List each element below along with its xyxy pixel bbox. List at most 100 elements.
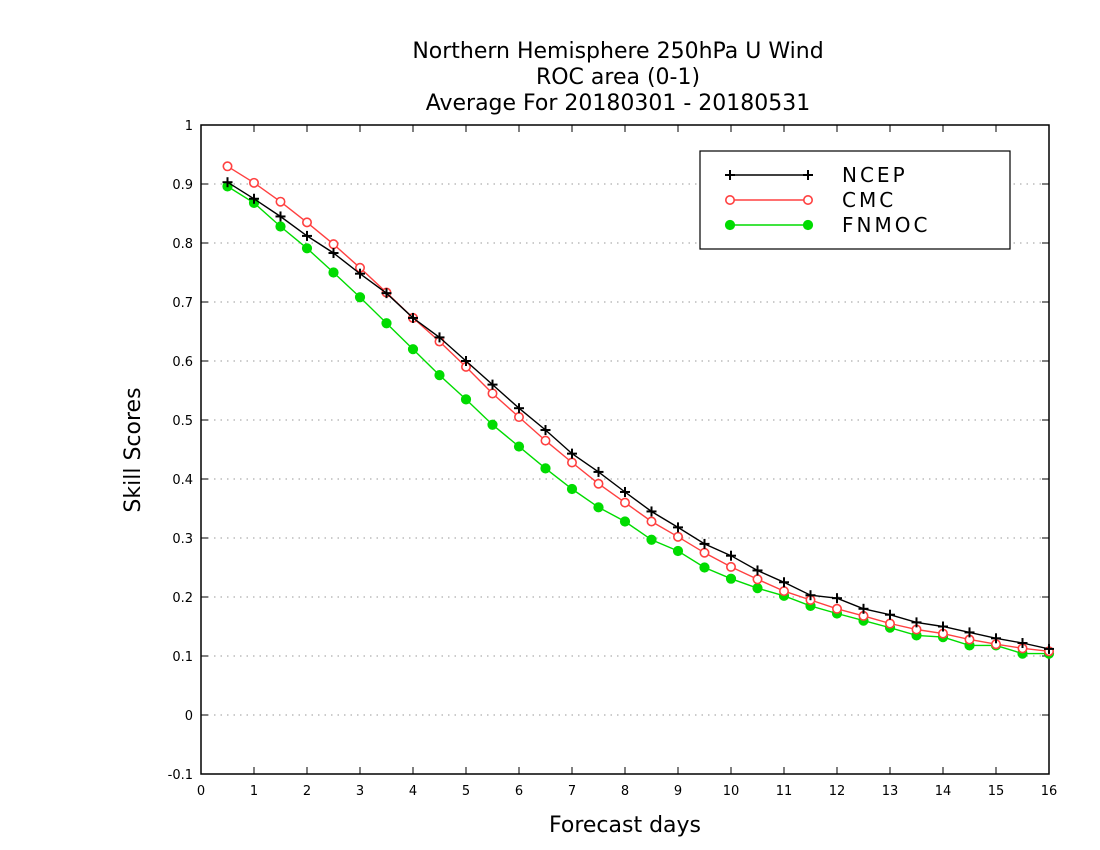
data-point-cmc (672, 531, 683, 542)
x-tick-label: 3 (356, 784, 364, 799)
data-point-ncep (434, 332, 445, 343)
data-point-fnmoc (407, 344, 419, 355)
data-point-ncep (673, 522, 683, 533)
data-point-cmc (301, 217, 312, 228)
data-point-fnmoc (460, 394, 472, 405)
x-tick-label: 13 (882, 784, 899, 799)
y-axis-tick-labels: -0.1 0 0.1 0.2 0.3 0.4 0.5 0.6 0.7 0.8 0.9 1 (168, 119, 193, 783)
legend-label-cmc: CMC (842, 188, 896, 212)
y-tick-label: 0.1 (172, 650, 193, 665)
data-point-fnmoc (434, 370, 445, 381)
series-line-ncep (227, 181, 1050, 650)
data-point-ncep (222, 177, 233, 188)
data-point-fnmoc (301, 243, 313, 254)
data-point-cmc (328, 239, 339, 250)
data-point-ncep (461, 356, 471, 366)
data-point-cmc (831, 603, 842, 614)
data-point-ncep (885, 609, 895, 620)
data-point-ncep (1044, 643, 1054, 654)
data-point-ncep (514, 403, 524, 414)
legend-item-cmc: CMC (724, 188, 896, 212)
data-point-fnmoc (725, 573, 737, 584)
data-point-ncep (249, 193, 259, 204)
y-tick-label: 0 (185, 709, 193, 724)
x-tick-label: 4 (409, 784, 417, 799)
data-point-cmc (540, 435, 551, 446)
x-tick-label: 9 (674, 784, 682, 799)
data-point-ncep (726, 550, 736, 561)
x-tick-label: 12 (829, 784, 846, 799)
x-tick-label: 6 (515, 784, 523, 799)
data-point-fnmoc (513, 441, 525, 452)
y-tick-label: 0.9 (172, 178, 193, 193)
data-point-fnmoc (699, 562, 710, 573)
data-point-ncep (381, 288, 392, 299)
data-point-fnmoc (328, 267, 339, 278)
data-point-ncep (779, 577, 789, 588)
data-point-fnmoc (381, 318, 392, 329)
data-point-cmc (593, 478, 604, 489)
series-layer (222, 161, 1055, 659)
x-tick-label: 15 (988, 784, 1005, 799)
data-point-ncep (752, 565, 763, 576)
data-point-cmc (699, 547, 710, 558)
x-tick-label: 10 (723, 784, 740, 799)
data-point-ncep (699, 538, 710, 549)
data-point-ncep (646, 506, 657, 517)
data-point-cmc (646, 516, 657, 527)
x-tick-label: 1 (250, 784, 258, 799)
axis-ticks (200, 124, 1050, 775)
y-tick-label: 0.8 (172, 237, 193, 252)
data-point-fnmoc (672, 545, 684, 557)
data-point-ncep (487, 379, 498, 390)
y-tick-label: 0.5 (172, 414, 193, 429)
legend-item-fnmoc: FNMOC (724, 213, 927, 237)
legend-marker-ncep (725, 170, 735, 180)
x-tick-label: 7 (568, 784, 576, 799)
data-point-cmc (884, 618, 895, 629)
data-point-ncep (938, 621, 948, 632)
data-point-ncep (991, 633, 1001, 644)
data-point-cmc (275, 196, 286, 207)
legend-marker-fnmoc (802, 219, 814, 231)
data-point-ncep (964, 627, 975, 638)
chart-title: Northern Hemisphere 250hPa U Wind ROC ar… (412, 39, 823, 116)
data-point-fnmoc (619, 516, 631, 527)
x-tick-label: 8 (621, 784, 629, 799)
x-axis-tick-labels: 0 1 2 3 4 5 6 7 8 9 10 11 12 13 14 15 16 (197, 784, 1057, 799)
data-point-ncep (567, 448, 577, 459)
data-point-fnmoc (275, 221, 286, 232)
y-tick-label: 0.7 (172, 296, 193, 311)
y-tick-label: 0.6 (172, 355, 193, 370)
data-point-ncep (620, 486, 630, 497)
data-point-ncep (328, 248, 339, 259)
data-point-cmc (566, 457, 577, 468)
grid-lines (201, 183, 1049, 716)
title-line-3: Average For 20180301 - 20180531 (426, 91, 811, 116)
y-axis-label: Skill Scores (121, 387, 146, 512)
y-tick-label: 0.2 (172, 591, 193, 606)
title-line-1: Northern Hemisphere 250hPa U Wind (412, 39, 823, 64)
y-tick-label: 0.4 (172, 473, 193, 488)
data-point-cmc (752, 574, 763, 585)
data-point-ncep (355, 268, 365, 279)
legend-label-ncep: NCEP (842, 163, 908, 187)
series-ncep (222, 177, 1054, 654)
x-axis-label: Forecast days (549, 813, 701, 838)
data-point-cmc (778, 586, 789, 597)
legend-marker-fnmoc (724, 219, 736, 231)
data-point-fnmoc (646, 534, 657, 545)
data-point-fnmoc (566, 483, 578, 495)
y-tick-label: -0.1 (168, 768, 193, 783)
x-tick-label: 2 (303, 784, 311, 799)
data-point-cmc (249, 177, 260, 188)
title-line-2: ROC area (0-1) (536, 65, 700, 90)
data-point-ncep (275, 211, 286, 222)
data-point-ncep (858, 603, 869, 614)
data-point-cmc (725, 561, 736, 572)
data-point-fnmoc (487, 419, 498, 430)
y-tick-label: 0.3 (172, 532, 193, 547)
data-point-cmc (487, 388, 498, 399)
legend-item-ncep: NCEP (725, 163, 908, 187)
